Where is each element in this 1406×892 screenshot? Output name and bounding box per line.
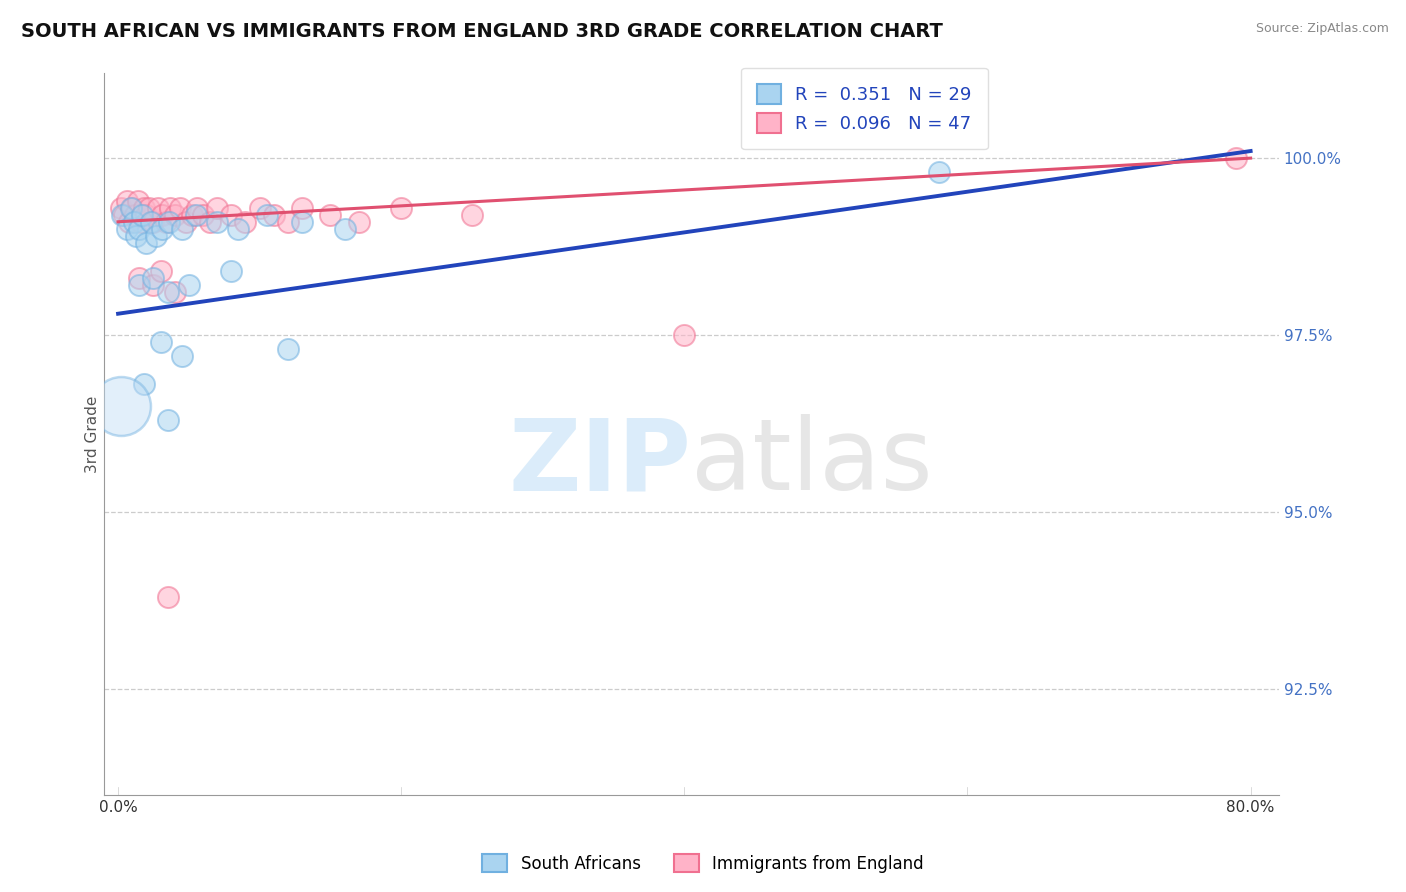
Point: [174, 215, 197, 229]
Point: [131, 208, 153, 222]
Point: [142, 271, 165, 285]
Point: [170, 222, 193, 236]
Point: [319, 208, 342, 222]
Point: [221, 264, 243, 278]
Point: [115, 222, 138, 236]
Point: [256, 208, 278, 222]
Point: [461, 208, 484, 222]
Point: [132, 377, 155, 392]
Point: [135, 208, 157, 222]
Point: [291, 201, 314, 215]
Point: [163, 208, 186, 222]
Point: [159, 201, 181, 215]
Point: [132, 201, 155, 215]
Point: [235, 215, 257, 229]
Point: [163, 285, 186, 300]
Point: [156, 590, 179, 604]
Point: [142, 215, 165, 229]
Text: SOUTH AFRICAN VS IMMIGRANTS FROM ENGLAND 3RD GRADE CORRELATION CHART: SOUTH AFRICAN VS IMMIGRANTS FROM ENGLAND…: [21, 22, 943, 41]
Point: [277, 342, 299, 356]
Point: [198, 215, 221, 229]
Point: [110, 201, 132, 215]
Text: Source: ZipAtlas.com: Source: ZipAtlas.com: [1256, 22, 1389, 36]
Point: [122, 215, 145, 229]
Point: [128, 222, 150, 236]
Point: [228, 222, 250, 236]
Point: [291, 215, 314, 229]
Point: [111, 208, 134, 222]
Point: [125, 228, 148, 243]
Point: [135, 235, 157, 250]
Point: [121, 201, 143, 215]
Point: [129, 215, 152, 229]
Point: [157, 215, 180, 229]
Point: [191, 208, 214, 222]
Point: [138, 201, 160, 215]
Point: [155, 215, 177, 229]
Point: [389, 201, 412, 215]
Legend: R =  0.351   N = 29, R =  0.096   N = 47: R = 0.351 N = 29, R = 0.096 N = 47: [741, 68, 988, 149]
Point: [205, 201, 228, 215]
Point: [263, 208, 285, 222]
Point: [124, 208, 146, 222]
Point: [145, 228, 167, 243]
Point: [156, 413, 179, 427]
Point: [1225, 151, 1247, 165]
Point: [128, 278, 150, 293]
Text: atlas: atlas: [692, 414, 934, 511]
Point: [142, 278, 165, 293]
Point: [149, 264, 172, 278]
Point: [112, 208, 135, 222]
Point: [180, 208, 202, 222]
Point: [156, 285, 179, 300]
Point: [127, 194, 149, 208]
Point: [249, 201, 271, 215]
Point: [149, 334, 172, 349]
Y-axis label: 3rd Grade: 3rd Grade: [86, 395, 100, 473]
Legend: South Africans, Immigrants from England: South Africans, Immigrants from England: [475, 847, 931, 880]
Point: [110, 399, 132, 413]
Point: [150, 222, 173, 236]
Point: [184, 208, 207, 222]
Point: [221, 208, 243, 222]
Text: ZIP: ZIP: [509, 414, 692, 511]
Point: [928, 165, 950, 179]
Point: [186, 201, 208, 215]
Point: [146, 201, 169, 215]
Point: [115, 194, 138, 208]
Point: [277, 215, 299, 229]
Point: [118, 215, 141, 229]
Point: [205, 215, 228, 229]
Point: [169, 201, 191, 215]
Point: [139, 215, 162, 229]
Point: [128, 271, 150, 285]
Point: [177, 278, 200, 293]
Point: [333, 222, 356, 236]
Point: [150, 208, 173, 222]
Point: [673, 327, 696, 342]
Point: [170, 349, 193, 363]
Point: [120, 201, 142, 215]
Point: [347, 215, 370, 229]
